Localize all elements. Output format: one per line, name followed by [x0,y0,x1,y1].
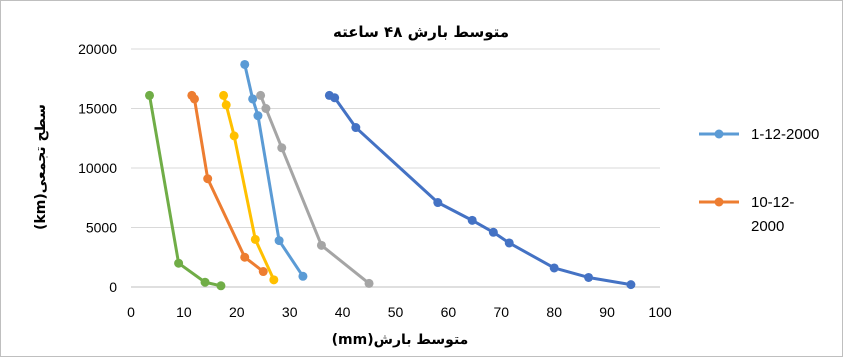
x-tick-label: 10 [176,304,192,320]
x-tick-label: 20 [229,304,245,320]
data-point [221,100,231,110]
legend-label: 2000 [751,218,784,235]
y-axis-label: (km)سطح تجمعی [33,104,49,230]
data-point [240,59,250,69]
data-point [174,258,184,268]
y-tick-label: 15000 [78,101,117,117]
y-tick-label: 10000 [78,160,117,176]
data-point [549,263,559,273]
data-point [364,278,374,288]
x-tick-label: 90 [599,304,615,320]
y-tick-label: 0 [109,279,117,295]
data-point [584,272,594,282]
data-point [250,234,260,244]
chart-title: متوسط بارش ۴۸ ساعته [333,23,509,41]
data-point [216,281,226,291]
x-tick-label: 70 [494,304,510,320]
x-tick-label: 50 [388,304,404,320]
series-4 [219,90,279,285]
legend-label: 1-12-2000 [751,126,819,143]
data-point [240,252,250,262]
data-point [189,94,199,104]
series-5 [324,90,636,290]
series-line [190,93,265,274]
data-point [200,277,210,287]
tick-labels: 0 5000 10000 15000 20000 0 10 20 30 40 50 60 70 80 90 1… [78,41,672,320]
legend: 1-12-2000 10-12- 2000 [699,126,819,235]
data-point [219,90,229,100]
data-point [298,271,308,281]
data-point [504,238,514,248]
series-line [222,93,276,282]
x-tick-label: 0 [127,304,135,320]
x-tick-label: 100 [648,304,672,320]
series-2 [187,90,268,277]
data-point [248,94,258,104]
y-tick-label: 20000 [78,41,117,57]
legend-marker [714,129,724,139]
x-tick-label: 30 [282,304,298,320]
data-point [229,131,239,141]
x-tick-label: 60 [441,304,457,320]
data-point [351,123,361,133]
legend-marker [714,197,724,207]
data-point [316,240,326,250]
data-point [261,104,271,113]
data-point [330,93,340,103]
series-1 [240,59,308,281]
data-point [626,280,636,290]
series-line [327,93,633,287]
series-3 [256,90,374,288]
series-line [148,93,223,288]
data-point [269,275,279,285]
data-point [203,174,213,184]
gridlines [131,48,660,228]
data-point [258,267,268,277]
data-point [256,90,266,100]
data-point [488,227,498,237]
series-6 [145,90,226,291]
legend-item: 10-12- 2000 [699,194,794,235]
data-point [433,198,443,208]
data-series [145,59,636,291]
data-point [253,111,263,121]
data-point [467,215,477,225]
data-point [145,90,155,100]
data-point [274,236,284,246]
legend-label: 10-12- [751,194,794,211]
x-tick-label: 80 [546,304,562,320]
data-point [277,143,287,153]
y-tick-label: 5000 [86,220,117,236]
x-axis-label: (mm)متوسط بارش [332,332,469,348]
x-tick-label: 40 [335,304,351,320]
legend-item: 1-12-2000 [699,126,819,143]
